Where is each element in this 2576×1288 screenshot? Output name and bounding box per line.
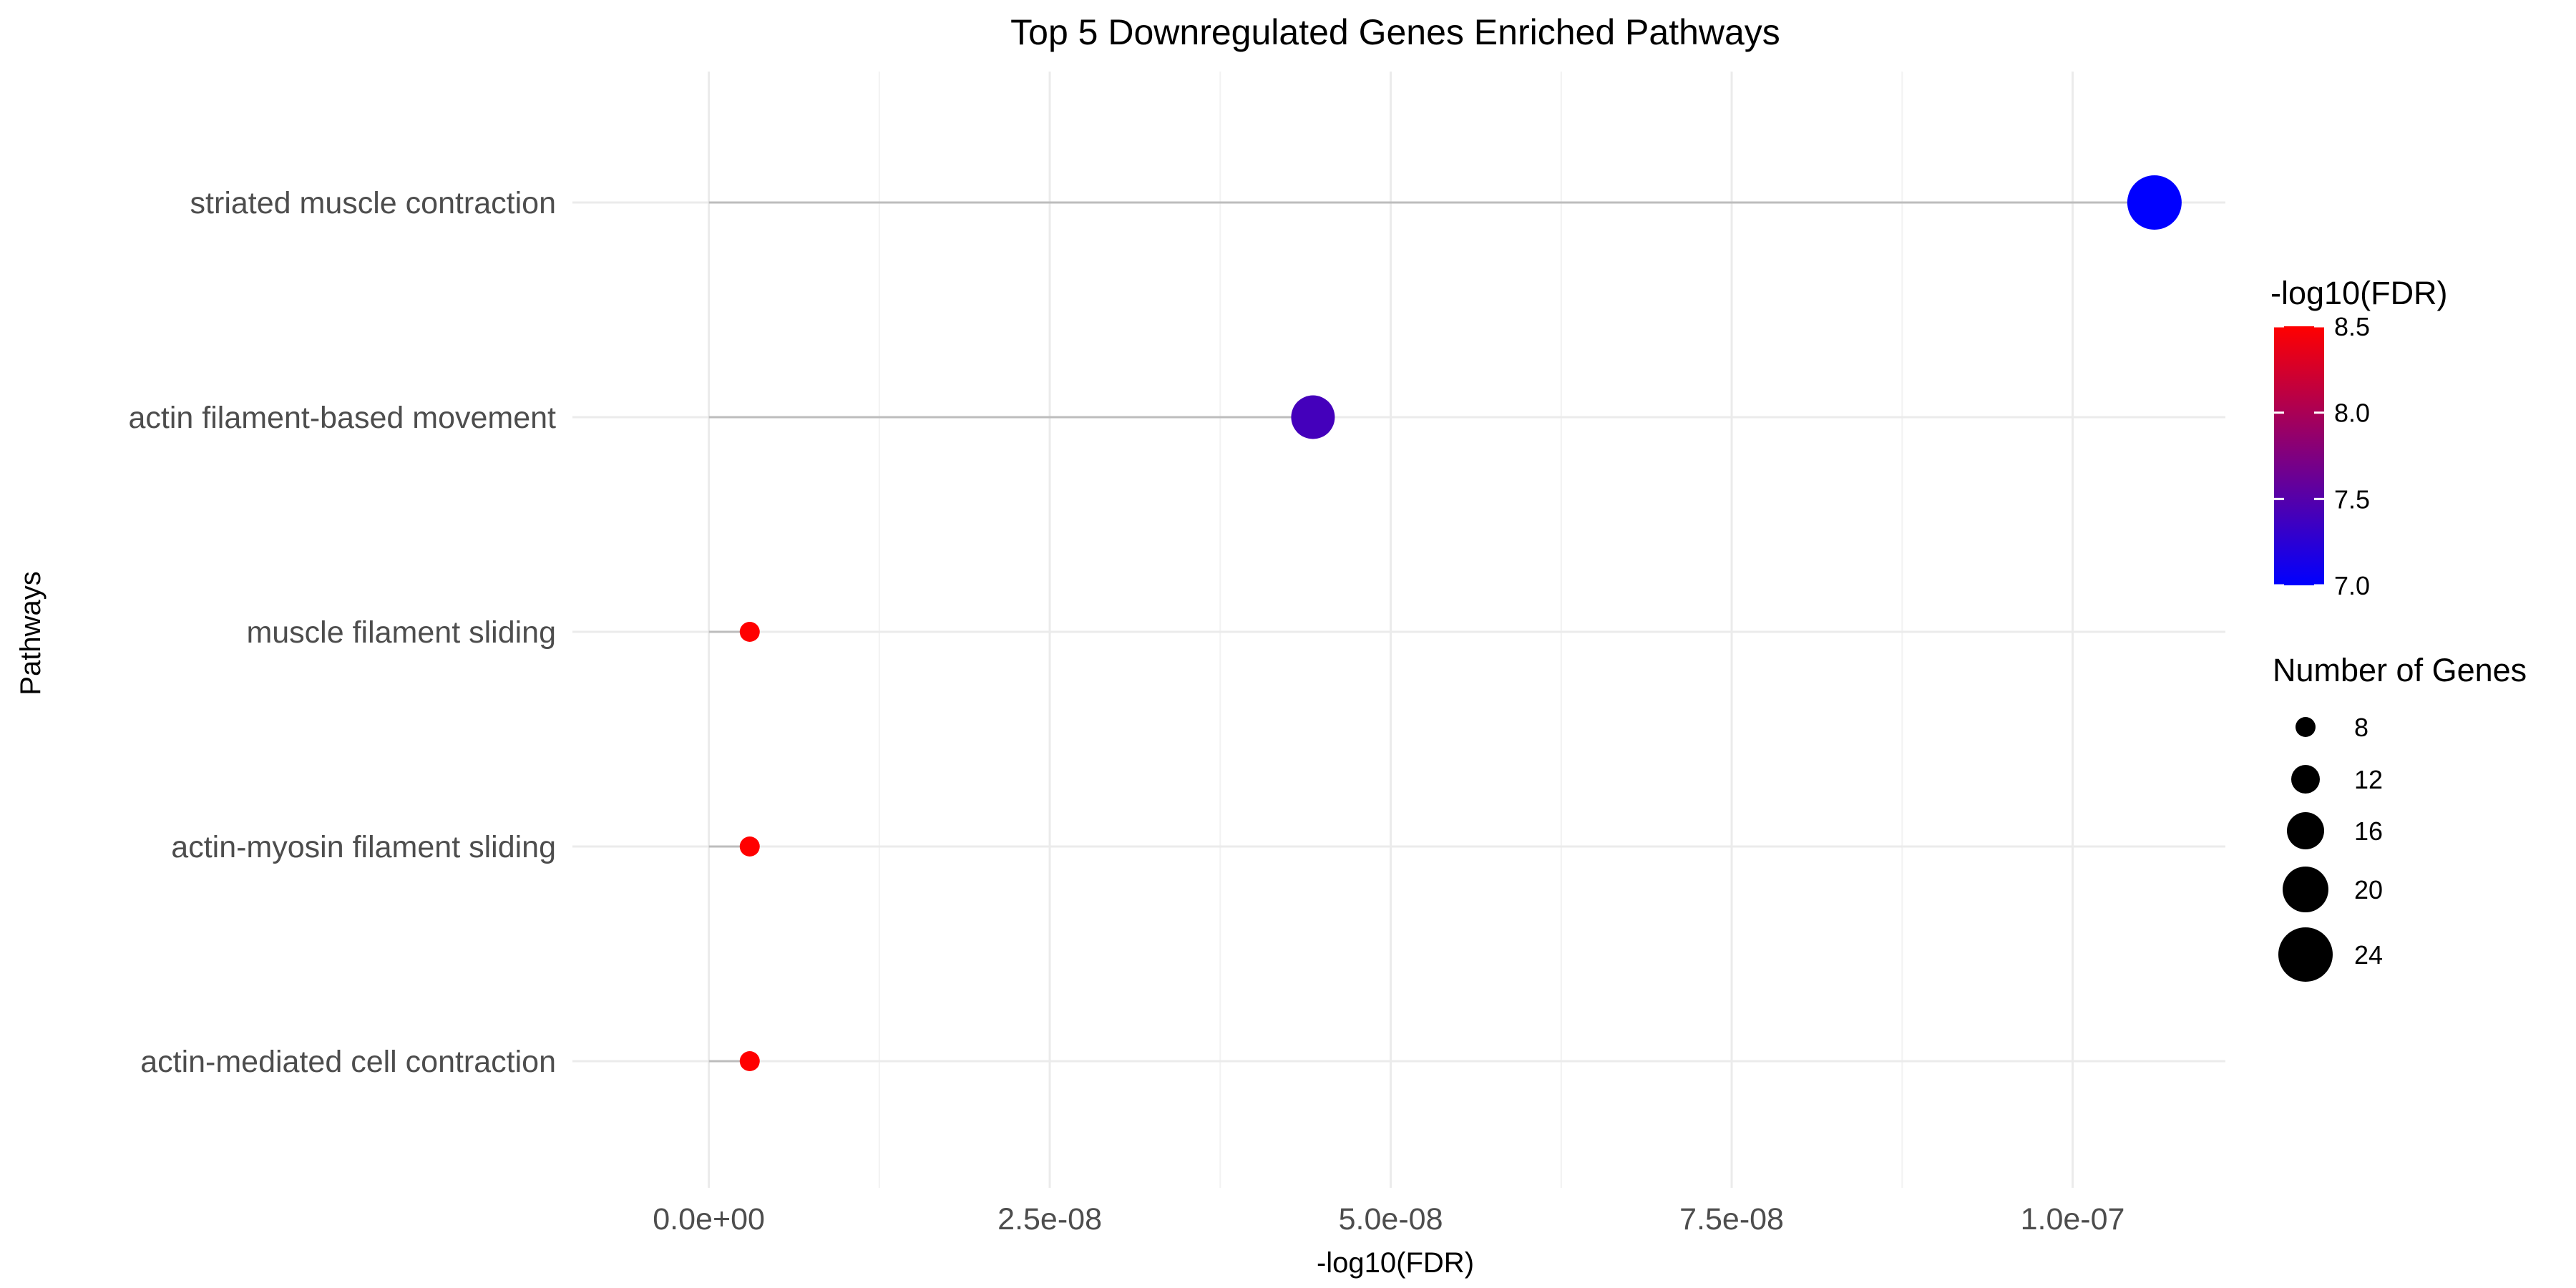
size-legend-symbol <box>2287 812 2324 849</box>
color-legend: -log10(FDR) 8.5 8.0 7.5 7.0 <box>2270 275 2448 600</box>
color-legend-label: 8.5 <box>2334 312 2370 341</box>
data-point <box>1291 395 1335 439</box>
size-legend-symbol <box>2291 765 2320 794</box>
x-tick-labels: 0.0e+00 2.5e-08 5.0e-08 7.5e-08 1.0e-07 <box>653 1202 2124 1236</box>
size-legend-label: 16 <box>2354 816 2383 846</box>
data-point <box>2127 175 2182 230</box>
x-axis-title: -log10(FDR) <box>1317 1247 1474 1279</box>
x-tick-label: 2.5e-08 <box>997 1202 1102 1236</box>
size-legend-label: 12 <box>2354 765 2383 794</box>
point-layer <box>739 175 2182 1071</box>
y-tick-label: striated muscle contraction <box>190 186 556 220</box>
size-legend-symbol <box>2283 867 2328 912</box>
color-legend-label: 7.0 <box>2334 571 2370 600</box>
x-tick-label: 7.5e-08 <box>1679 1202 1784 1236</box>
x-tick-label: 5.0e-08 <box>1339 1202 1443 1236</box>
size-legend-symbol <box>2278 927 2333 982</box>
color-legend-label: 7.5 <box>2334 484 2370 514</box>
x-tick-label: 0.0e+00 <box>653 1202 765 1236</box>
size-legend: Number of Genes 8 12 16 20 24 <box>2273 652 2527 982</box>
color-legend-label: 8.0 <box>2334 399 2370 428</box>
x-tick-label: 1.0e-07 <box>2021 1202 2125 1236</box>
color-legend-bar <box>2274 326 2324 585</box>
size-legend-title: Number of Genes <box>2273 652 2527 688</box>
data-point <box>739 622 760 642</box>
size-legend-label: 20 <box>2354 875 2383 904</box>
color-legend-ticks: 8.5 8.0 7.5 7.0 <box>2274 312 2370 600</box>
y-tick-label: actin filament-based movement <box>128 401 556 435</box>
data-point <box>739 1051 760 1071</box>
data-point <box>739 836 760 857</box>
y-tick-labels: striated muscle contraction actin filamen… <box>128 186 556 1079</box>
chart-title: Top 5 Downregulated Genes Enriched Pathw… <box>1010 12 1780 52</box>
y-tick-label: actin-myosin filament sliding <box>171 830 556 864</box>
size-legend-symbol <box>2296 717 2316 737</box>
y-tick-label: muscle filament sliding <box>246 615 556 650</box>
color-legend-title: -log10(FDR) <box>2270 275 2448 311</box>
size-legend-label: 24 <box>2354 940 2383 970</box>
y-tick-label: actin-mediated cell contraction <box>140 1045 556 1079</box>
size-legend-label: 8 <box>2354 713 2368 742</box>
y-axis-title: Pathways <box>15 571 47 695</box>
size-legend-items: 8 12 16 20 24 <box>2278 713 2383 982</box>
